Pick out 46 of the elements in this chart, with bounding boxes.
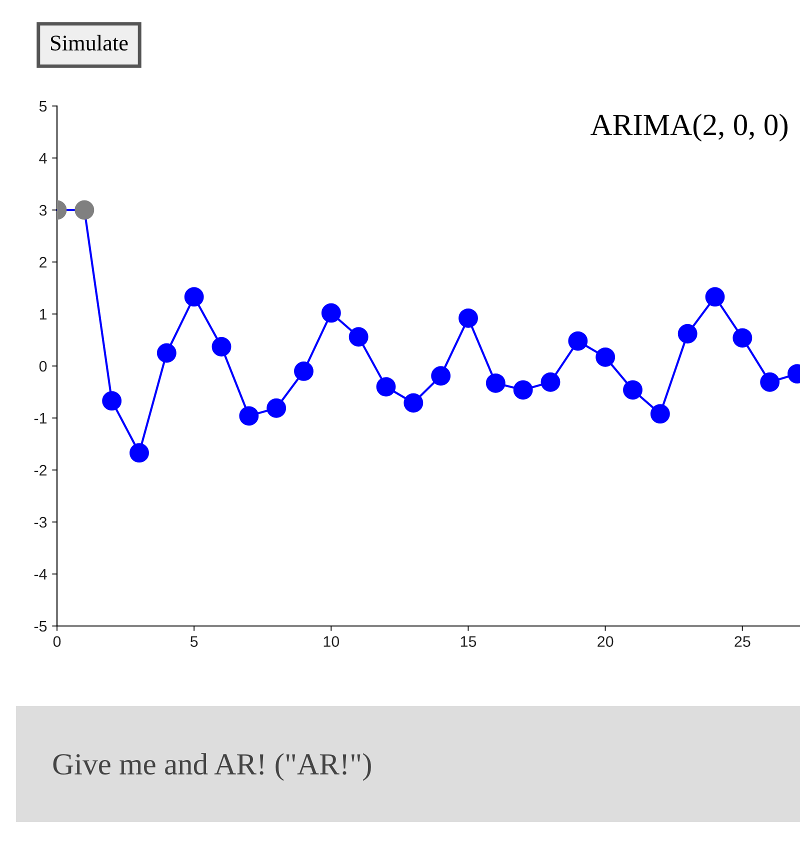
point — [156, 343, 176, 363]
point — [458, 308, 478, 328]
x-tick-label: 20 — [598, 636, 614, 647]
point — [321, 303, 341, 323]
point — [404, 393, 424, 413]
point — [568, 331, 588, 351]
point — [348, 327, 368, 347]
point — [513, 380, 533, 400]
point — [212, 337, 232, 356]
y-tick-label: 4 — [39, 153, 47, 164]
text: Simulate — [50, 34, 128, 51]
y-tick-label: 3 — [39, 204, 47, 216]
x-tick-label: 25 — [734, 636, 750, 647]
y-tick-label: -5 — [34, 621, 47, 632]
x-tick-label: 5 — [190, 636, 198, 647]
y-tick-label: -1 — [34, 413, 47, 424]
y-tick-label: -4 — [34, 569, 47, 580]
y-tick-label: 2 — [40, 256, 47, 268]
y-tick-label: -2 — [34, 464, 47, 476]
point — [678, 324, 698, 344]
point — [650, 404, 670, 424]
x-tick-label: 10 — [324, 636, 340, 647]
point — [294, 361, 314, 381]
x-tick-label: 0 — [53, 636, 61, 647]
y-tick-label: 0 — [39, 360, 47, 372]
point — [74, 200, 94, 220]
point — [239, 406, 259, 426]
point — [623, 380, 642, 400]
point — [540, 372, 560, 392]
y-tick-label: 1 — [40, 309, 47, 320]
point — [130, 443, 149, 463]
point — [184, 287, 204, 307]
text: Give me and AR! ("AR!") — [53, 753, 371, 781]
point — [732, 328, 752, 348]
point — [266, 398, 286, 418]
point — [102, 391, 122, 411]
point — [596, 347, 616, 367]
point — [486, 373, 506, 393]
point — [705, 287, 725, 307]
y-tick-label: 5 — [39, 101, 47, 112]
point — [376, 377, 396, 397]
point — [760, 372, 780, 392]
point — [431, 366, 451, 386]
chart-title: ARIMA(2, 0, 0) — [590, 114, 788, 142]
x-tick-label: 15 — [460, 636, 476, 647]
y-tick-label: -3 — [34, 516, 47, 528]
